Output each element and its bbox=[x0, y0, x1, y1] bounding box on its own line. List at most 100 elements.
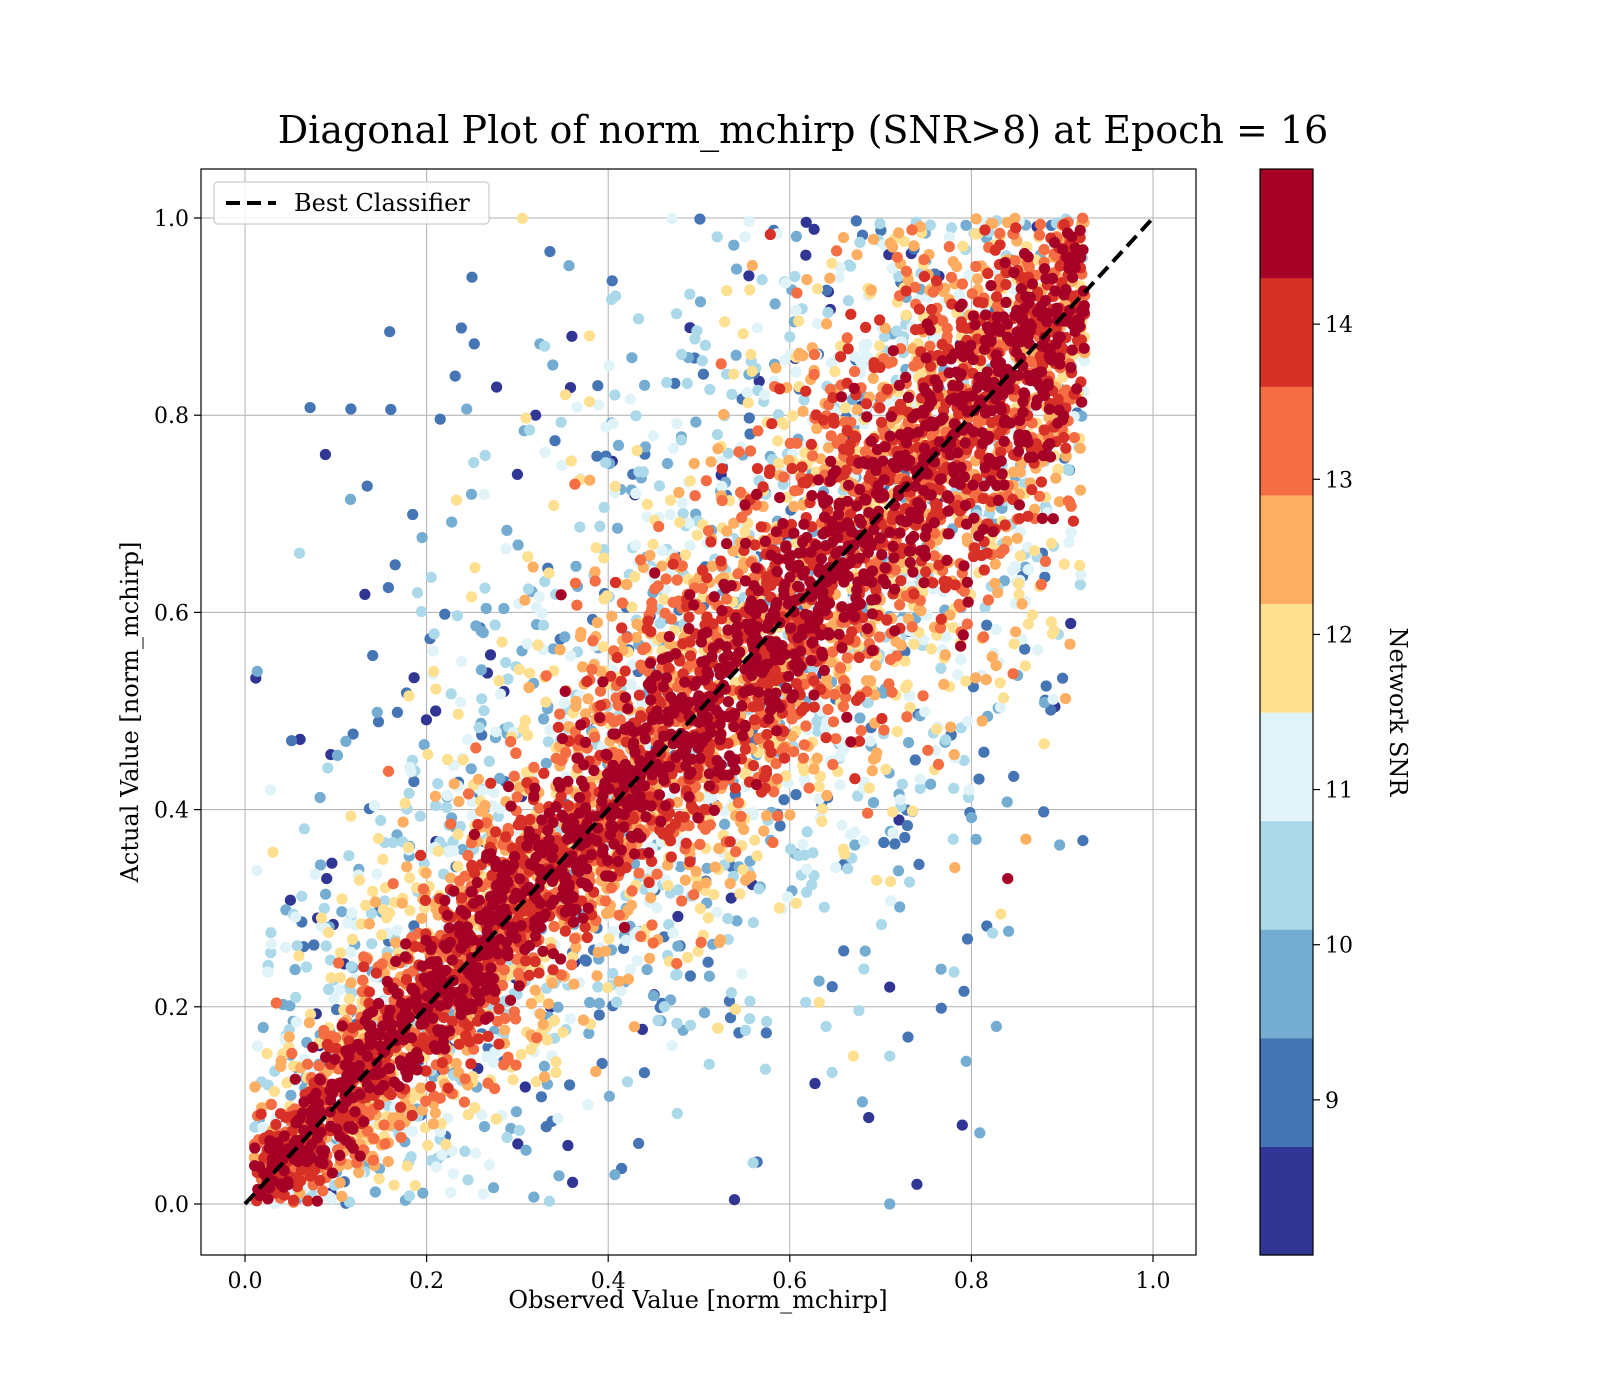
scatter-point bbox=[902, 274, 914, 286]
scatter-point bbox=[915, 605, 927, 617]
scatter-point bbox=[808, 223, 820, 235]
scatter-point bbox=[417, 1187, 429, 1199]
scatter-point bbox=[603, 933, 615, 945]
scatter-point bbox=[831, 245, 843, 257]
scatter-point bbox=[684, 539, 696, 552]
scatter-point bbox=[824, 272, 836, 284]
scatter-point bbox=[758, 825, 770, 837]
scatter-point bbox=[791, 287, 803, 299]
scatter-point bbox=[539, 1071, 551, 1083]
scatter-point bbox=[886, 356, 898, 368]
scatter-point bbox=[516, 212, 529, 224]
scatter-point bbox=[445, 688, 457, 700]
scatter-point bbox=[552, 1001, 564, 1013]
scatter-point bbox=[530, 409, 542, 421]
scatter-point bbox=[296, 890, 308, 902]
scatter-point bbox=[390, 937, 402, 949]
scatter-point bbox=[740, 1024, 752, 1036]
scatter-point bbox=[841, 332, 853, 344]
scatter-point bbox=[745, 348, 757, 360]
scatter-point bbox=[482, 1077, 494, 1089]
scatter-point bbox=[961, 933, 974, 945]
scatter-point bbox=[990, 1020, 1003, 1032]
scatter-point bbox=[448, 778, 460, 790]
scatter-point bbox=[326, 857, 338, 869]
scatter-point bbox=[477, 1188, 489, 1200]
scatter-point bbox=[960, 219, 972, 231]
scatter-point bbox=[319, 448, 331, 461]
scatter-point bbox=[462, 1174, 474, 1186]
scatter-point bbox=[666, 1040, 678, 1052]
scatter-point bbox=[638, 1067, 651, 1079]
scatter-point bbox=[615, 985, 627, 997]
scatter-point bbox=[459, 1073, 471, 1085]
scatter-point bbox=[268, 1085, 280, 1097]
scatter-point bbox=[501, 524, 513, 537]
scatter-point bbox=[1038, 738, 1050, 750]
scatter-point bbox=[847, 1050, 860, 1062]
scatter-point bbox=[747, 917, 759, 929]
scatter-point bbox=[674, 861, 686, 873]
scatter-point bbox=[939, 649, 952, 661]
scatter-point bbox=[536, 607, 548, 620]
scatter-point bbox=[543, 1195, 556, 1207]
scatter-point bbox=[722, 913, 734, 925]
scatter-point bbox=[430, 683, 442, 695]
scatter-point bbox=[711, 906, 723, 918]
scatter-point bbox=[716, 495, 728, 507]
scatter-point bbox=[884, 895, 897, 907]
scatter-point bbox=[978, 631, 990, 643]
scatter-point bbox=[741, 387, 753, 399]
scatter-point bbox=[381, 912, 393, 924]
scatter-point bbox=[1059, 693, 1072, 705]
scatter-point bbox=[379, 1138, 391, 1150]
scatter-point bbox=[569, 932, 581, 945]
scatter-point bbox=[674, 516, 686, 528]
scatter-point bbox=[524, 667, 536, 679]
scatter-point bbox=[669, 377, 681, 389]
scatter-point bbox=[540, 1121, 552, 1133]
scatter-point bbox=[452, 860, 464, 873]
scatter-point bbox=[711, 429, 724, 441]
scatter-point bbox=[737, 864, 749, 876]
scatter-point bbox=[402, 841, 415, 853]
scatter-point bbox=[772, 810, 784, 822]
scatter-point bbox=[691, 529, 703, 541]
scatter-point bbox=[671, 417, 683, 430]
scatter-point bbox=[771, 773, 783, 785]
scatter-point bbox=[570, 941, 582, 953]
scatter-point bbox=[764, 228, 776, 241]
scatter-point bbox=[1064, 638, 1076, 650]
scatter-point bbox=[571, 401, 583, 413]
scatter-point bbox=[493, 675, 505, 687]
scatter-point bbox=[369, 1186, 381, 1198]
scatter-point bbox=[1078, 355, 1091, 367]
scatter-point bbox=[709, 861, 721, 873]
scatter-point bbox=[656, 545, 668, 557]
scatter-point bbox=[770, 362, 782, 374]
scatter-point bbox=[591, 617, 604, 629]
scatter-point bbox=[382, 1156, 394, 1168]
scatter-point bbox=[948, 749, 960, 761]
scatter-point bbox=[527, 561, 539, 573]
scatter-point bbox=[791, 437, 803, 449]
scatter-point bbox=[488, 786, 500, 799]
scatter-point bbox=[632, 313, 645, 325]
scatter-point bbox=[453, 795, 465, 808]
scatter-point bbox=[439, 608, 451, 620]
scatter-point bbox=[849, 826, 861, 838]
scatter-point bbox=[532, 639, 544, 651]
scatter-point bbox=[952, 669, 964, 681]
scatter-point bbox=[604, 712, 616, 724]
scatter-point bbox=[270, 997, 282, 1009]
scatter-point bbox=[894, 901, 906, 913]
scatter-point bbox=[858, 963, 870, 975]
scatter-point bbox=[546, 977, 558, 989]
scatter-point bbox=[1045, 537, 1058, 550]
scatter-point bbox=[852, 790, 864, 802]
scatter-point bbox=[373, 1173, 385, 1185]
scatter-point bbox=[538, 713, 550, 725]
scatter-point bbox=[462, 849, 474, 862]
scatter-point bbox=[530, 1076, 543, 1088]
scatter-point bbox=[913, 858, 925, 871]
